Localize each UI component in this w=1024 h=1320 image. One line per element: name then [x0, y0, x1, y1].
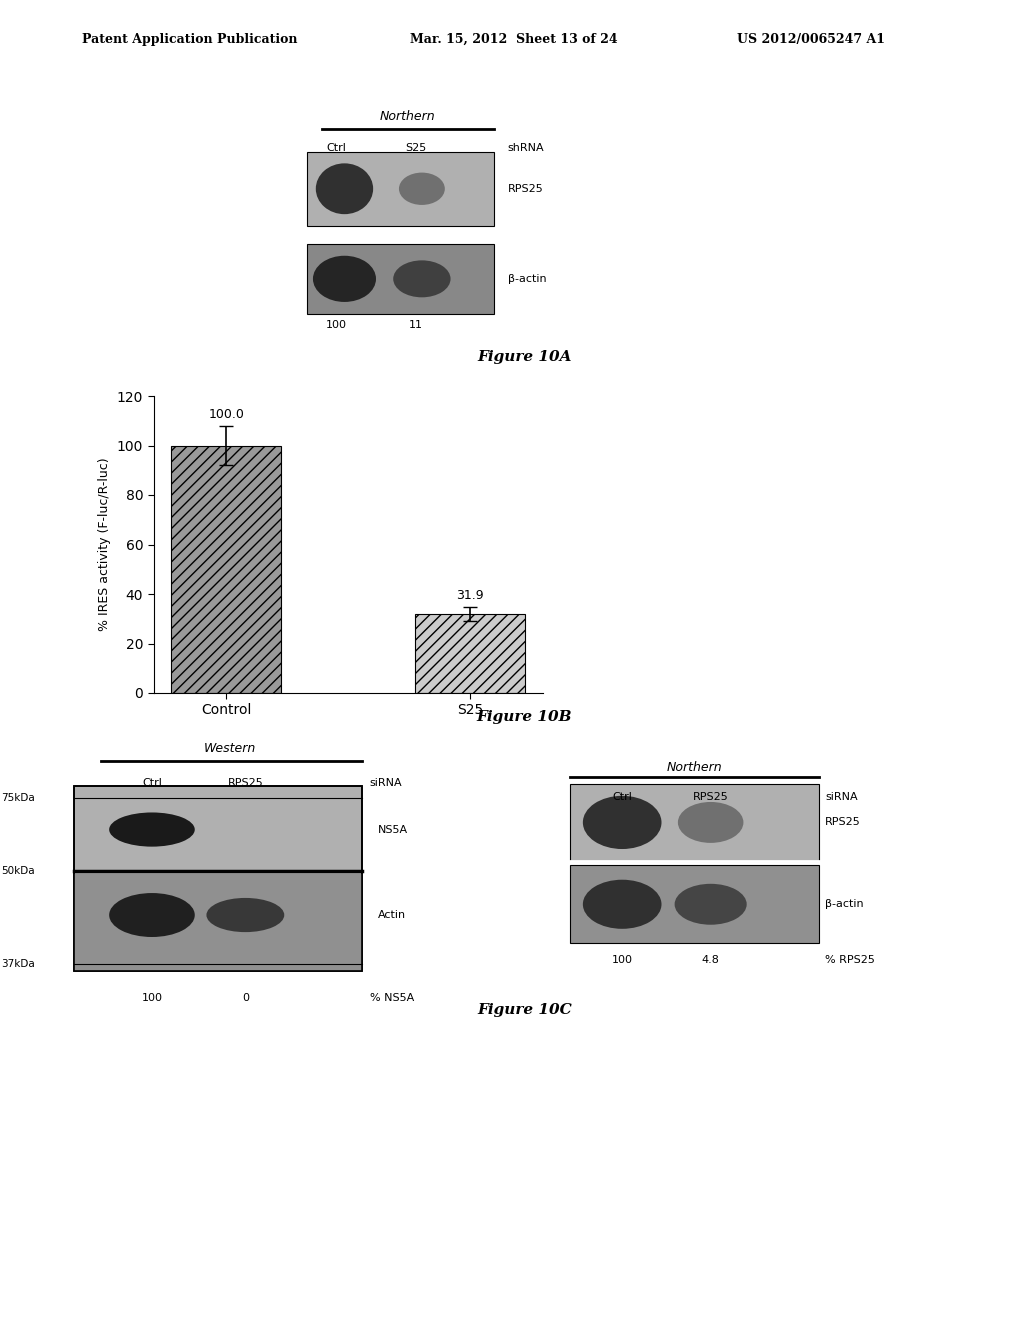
Text: % NS5A: % NS5A — [370, 993, 414, 1003]
Ellipse shape — [207, 898, 285, 932]
Text: 31.9: 31.9 — [457, 589, 484, 602]
Text: RPS25: RPS25 — [227, 779, 263, 788]
Text: Actin: Actin — [378, 909, 406, 920]
Text: 4.8: 4.8 — [701, 956, 720, 965]
Text: Ctrl: Ctrl — [142, 779, 162, 788]
Ellipse shape — [393, 260, 451, 297]
Ellipse shape — [678, 803, 743, 843]
Text: β-actin: β-actin — [825, 899, 864, 909]
Text: β-actin: β-actin — [508, 273, 547, 284]
Text: Figure 10C: Figure 10C — [477, 1003, 571, 1018]
Text: Figure 10A: Figure 10A — [477, 350, 571, 364]
Text: Mar. 15, 2012  Sheet 13 of 24: Mar. 15, 2012 Sheet 13 of 24 — [410, 33, 617, 46]
Text: 100: 100 — [141, 993, 163, 1003]
Text: 37kDa: 37kDa — [1, 958, 35, 969]
Ellipse shape — [110, 813, 195, 846]
Ellipse shape — [110, 894, 195, 937]
Text: Ctrl: Ctrl — [326, 143, 346, 153]
Text: S25: S25 — [406, 143, 427, 153]
Ellipse shape — [583, 879, 662, 929]
Ellipse shape — [583, 796, 662, 849]
Text: 11: 11 — [410, 319, 423, 330]
Text: 0: 0 — [242, 993, 249, 1003]
Y-axis label: % IRES activity (F-luc/R-luc): % IRES activity (F-luc/R-luc) — [98, 458, 112, 631]
Text: 100: 100 — [611, 956, 633, 965]
Text: NS5A: NS5A — [378, 825, 408, 834]
Text: 75kDa: 75kDa — [1, 793, 35, 803]
Ellipse shape — [399, 173, 444, 205]
Text: 100: 100 — [326, 319, 346, 330]
Text: Ctrl: Ctrl — [612, 792, 632, 801]
Bar — [416, 614, 525, 693]
Text: RPS25: RPS25 — [508, 183, 544, 194]
Text: siRNA: siRNA — [825, 792, 858, 801]
Ellipse shape — [315, 164, 373, 214]
Text: % RPS25: % RPS25 — [825, 956, 876, 965]
Text: 50kDa: 50kDa — [2, 866, 35, 876]
Bar — [171, 446, 281, 693]
Text: Western: Western — [204, 742, 256, 755]
Ellipse shape — [313, 256, 376, 302]
Text: Northern: Northern — [380, 111, 435, 123]
Text: RPS25: RPS25 — [825, 817, 861, 828]
Ellipse shape — [675, 884, 746, 925]
Text: Figure 10B: Figure 10B — [476, 710, 572, 725]
Text: 100.0: 100.0 — [208, 408, 244, 421]
Text: shRNA: shRNA — [508, 143, 545, 153]
Text: siRNA: siRNA — [370, 779, 402, 788]
Text: US 2012/0065247 A1: US 2012/0065247 A1 — [737, 33, 886, 46]
Text: Patent Application Publication: Patent Application Publication — [82, 33, 297, 46]
Text: Northern: Northern — [667, 762, 722, 774]
Text: RPS25: RPS25 — [693, 792, 728, 801]
